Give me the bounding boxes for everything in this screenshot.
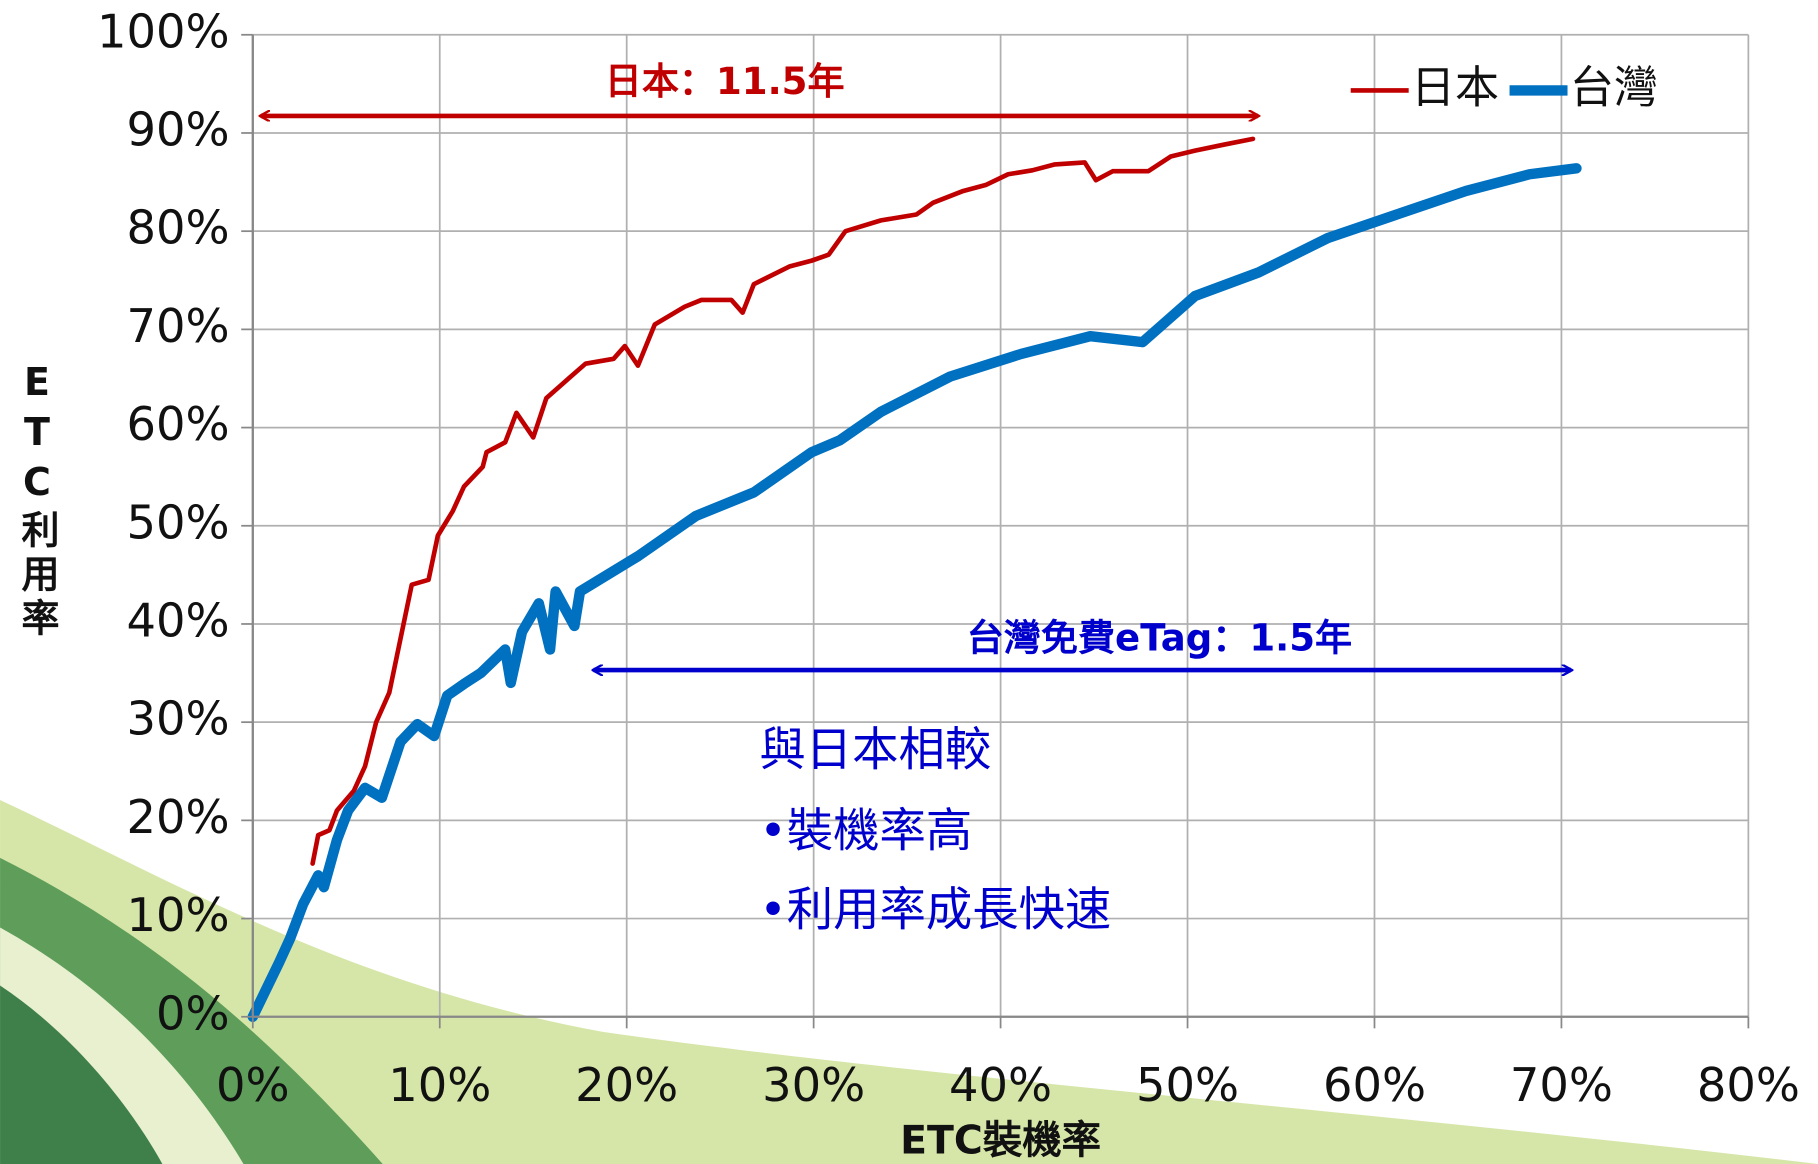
x-tick-label: 20% — [575, 1058, 678, 1112]
y-tick-label: 0% — [156, 986, 230, 1040]
annotation: 台灣免費eTag：1.5年 — [967, 616, 1352, 659]
x-tick-label: 80% — [1697, 1058, 1800, 1112]
series-line — [310, 136, 1256, 866]
x-tick-label: 0% — [216, 1058, 290, 1112]
x-tick-label: 60% — [1323, 1058, 1426, 1112]
legend-label: 台灣 — [1570, 62, 1658, 113]
y-tick-label: 80% — [127, 201, 230, 255]
y-tick-label: 90% — [127, 102, 230, 156]
legend-item: 日本 — [1350, 62, 1499, 113]
annotation: 日本：11.5年 — [605, 60, 845, 103]
x-tick-label: 10% — [388, 1058, 491, 1112]
y-tick-label: 10% — [127, 888, 230, 942]
y-tick-label: 100% — [97, 4, 230, 58]
y-tick-label: 30% — [127, 692, 230, 746]
x-axis-label: ETC裝機率 — [900, 1118, 1101, 1164]
legend-label: 日本 — [1411, 62, 1499, 113]
y-axis-label: ETC利用率 — [15, 360, 59, 642]
grid — [251, 33, 1750, 1018]
x-tick-label: 40% — [949, 1058, 1052, 1112]
x-tick-label: 70% — [1510, 1058, 1613, 1112]
legend-item: 台灣 — [1509, 62, 1658, 113]
x-tick-label: 50% — [1136, 1058, 1239, 1112]
background-swoosh — [0, 799, 1818, 1164]
y-tick-label: 60% — [127, 397, 230, 451]
y-tick-label: 40% — [127, 593, 230, 647]
annotation: •裝機率高 — [759, 804, 972, 858]
annotation: •利用率成長快速 — [759, 883, 1111, 937]
y-tick-label: 50% — [127, 495, 230, 549]
x-tick-label: 30% — [762, 1058, 865, 1112]
series-line — [247, 163, 1582, 1022]
y-tick-label: 20% — [127, 790, 230, 844]
plot-area — [247, 136, 1582, 1022]
y-tick-label: 70% — [127, 299, 230, 353]
annotation: 與日本相較 — [759, 723, 991, 777]
